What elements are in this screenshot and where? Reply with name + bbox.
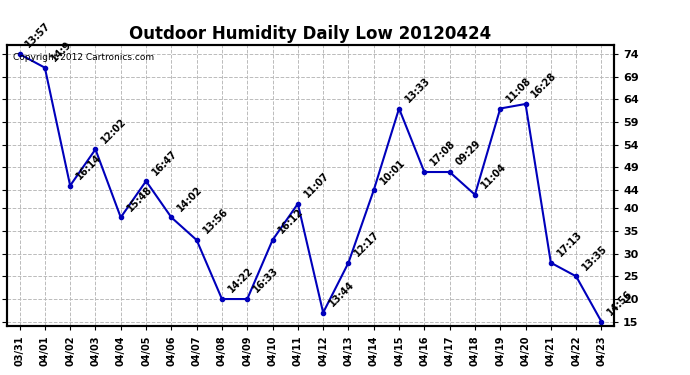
Text: 10:01: 10:01 (378, 157, 407, 186)
Text: 16:28: 16:28 (530, 71, 559, 100)
Text: 11:04: 11:04 (479, 162, 508, 190)
Text: 13:57: 13:57 (23, 21, 52, 50)
Text: 14:02: 14:02 (175, 184, 204, 213)
Text: 15:48: 15:48 (125, 184, 154, 213)
Text: 16:12: 16:12 (277, 207, 306, 236)
Text: 11:08: 11:08 (504, 75, 533, 104)
Text: 13:35: 13:35 (580, 243, 609, 272)
Text: 16:14: 16:14 (75, 153, 104, 182)
Text: Copyright 2012 Cartronics.com: Copyright 2012 Cartronics.com (13, 54, 154, 62)
Text: 12:17: 12:17 (353, 230, 382, 259)
Text: 14:22: 14:22 (226, 266, 255, 295)
Text: 16:47: 16:47 (150, 148, 179, 177)
Text: 09:29: 09:29 (454, 139, 483, 168)
Text: 14:9: 14:9 (49, 39, 73, 63)
Title: Outdoor Humidity Daily Low 20120424: Outdoor Humidity Daily Low 20120424 (130, 26, 492, 44)
Text: 14:56: 14:56 (606, 288, 635, 318)
Text: 11:07: 11:07 (302, 171, 331, 200)
Text: 13:56: 13:56 (201, 207, 230, 236)
Text: 13:44: 13:44 (327, 279, 356, 309)
Text: 16:33: 16:33 (251, 266, 280, 295)
Text: 12:02: 12:02 (99, 116, 128, 145)
Text: 17:08: 17:08 (428, 139, 457, 168)
Text: 17:13: 17:13 (555, 230, 584, 259)
Text: 13:33: 13:33 (403, 75, 432, 104)
